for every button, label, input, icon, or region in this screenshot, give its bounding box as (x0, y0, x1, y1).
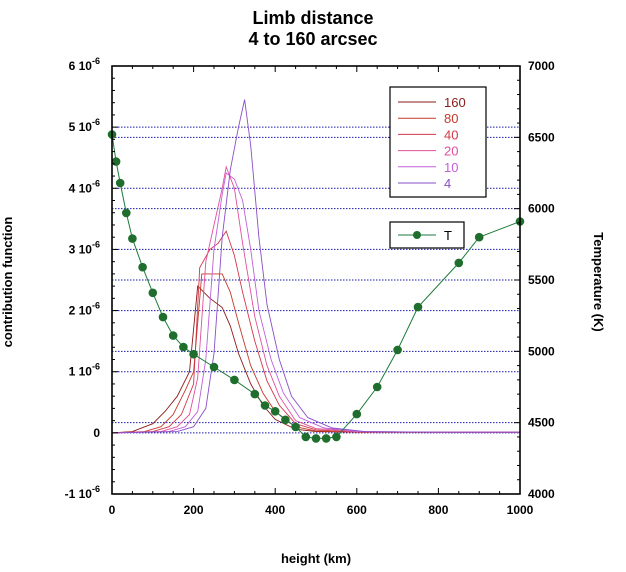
legend-label-20: 20 (444, 144, 458, 159)
temperature-layer (107, 130, 525, 443)
temperature-point (474, 232, 484, 242)
legend-box (389, 86, 487, 198)
y-left-tick-label: 6 10-6 (69, 56, 100, 73)
y-left-tick-label: 4 10-6 (69, 178, 100, 195)
temperature-point (301, 432, 311, 442)
y-right-tick-label: 6000 (528, 202, 555, 216)
x-tick-label: 1000 (507, 503, 534, 517)
legend-label-40: 40 (444, 127, 458, 142)
temperature-point (122, 208, 131, 218)
temperature-point (352, 409, 362, 419)
temperature-point (111, 157, 121, 166)
y-left-axis-label: contribution function (0, 217, 15, 348)
temperature-point (230, 375, 239, 385)
y-right-axis-label: Temperature (K) (591, 232, 606, 331)
temperature-point (291, 422, 300, 432)
temperature-point (270, 407, 280, 416)
legend-label-10: 10 (444, 160, 458, 175)
temperature-point (115, 178, 125, 188)
y-left-tick-label: 2 10-6 (69, 301, 100, 318)
y-right-tick-label: 6500 (528, 130, 555, 144)
x-tick-label: 400 (265, 503, 285, 517)
x-axis-label: height (km) (281, 551, 351, 566)
temperature-point (281, 415, 290, 425)
y-left-tick-label: 5 10-6 (69, 117, 100, 134)
legend-temperature-label: T (444, 228, 452, 243)
temperature-point (138, 262, 147, 272)
series-line-40 (111, 230, 520, 434)
series-line-20 (111, 165, 520, 434)
temperature-point (454, 258, 464, 268)
legend-label-4: 4 (444, 176, 451, 191)
chart-title: Limb distance (252, 8, 373, 28)
legend-label-160: 160 (444, 95, 466, 110)
temperature-point (332, 432, 341, 442)
series-lines (111, 99, 520, 434)
y-right-tick-label: 4000 (528, 487, 555, 501)
temperature-point (393, 345, 402, 355)
x-tick-labels: 0 200 400 600 800 1000 (109, 503, 534, 517)
series-line-160 (111, 285, 520, 434)
y-right-tick-label: 4500 (528, 416, 555, 430)
y-right-tick-label: 7000 (528, 59, 555, 73)
series-line-80 (111, 273, 520, 434)
y-left-tick-label: 0 (93, 426, 100, 440)
series-line-10 (111, 172, 520, 434)
legend-label-80: 80 (444, 111, 458, 126)
temperature-point (413, 302, 423, 312)
legend-temperature-marker (413, 231, 421, 239)
chart-subtitle: 4 to 160 arcsec (248, 29, 377, 49)
x-tick-label: 200 (184, 503, 204, 517)
y-right-tick-labels: 4000 4500 5000 5500 6000 6500 7000 (528, 59, 555, 501)
y-right-tick-label: 5500 (528, 273, 555, 287)
y-left-tick-label: 3 10-6 (69, 239, 100, 256)
temperature-point (209, 362, 219, 372)
x-tick-label: 600 (347, 503, 367, 517)
temperature-point (321, 434, 331, 443)
y-left-tick-label: 1 10-6 (69, 362, 100, 379)
temperature-point (158, 312, 168, 322)
temperature-point (128, 234, 137, 243)
y-right-tick-label: 5000 (528, 344, 555, 358)
temperature-point (311, 434, 321, 443)
temperature-point (168, 331, 178, 340)
x-tick-label: 800 (428, 503, 448, 517)
legend-temperature: T (389, 221, 465, 249)
y-left-tick-labels: -1 10-6 0 1 10-6 2 10-6 3 10-6 4 10-6 5 10-6 6 … (65, 56, 101, 501)
temperature-point (189, 349, 198, 359)
axis-ticks (111, 65, 521, 495)
series-line-4 (111, 99, 520, 434)
temperature-point (250, 389, 260, 399)
y-left-tick-label: -1 10-6 (65, 484, 100, 501)
temperature-point (260, 401, 270, 410)
temperature-point (179, 342, 188, 352)
temperature-point (372, 382, 382, 392)
x-tick-label: 0 (109, 503, 116, 517)
temperature-point (148, 288, 158, 298)
